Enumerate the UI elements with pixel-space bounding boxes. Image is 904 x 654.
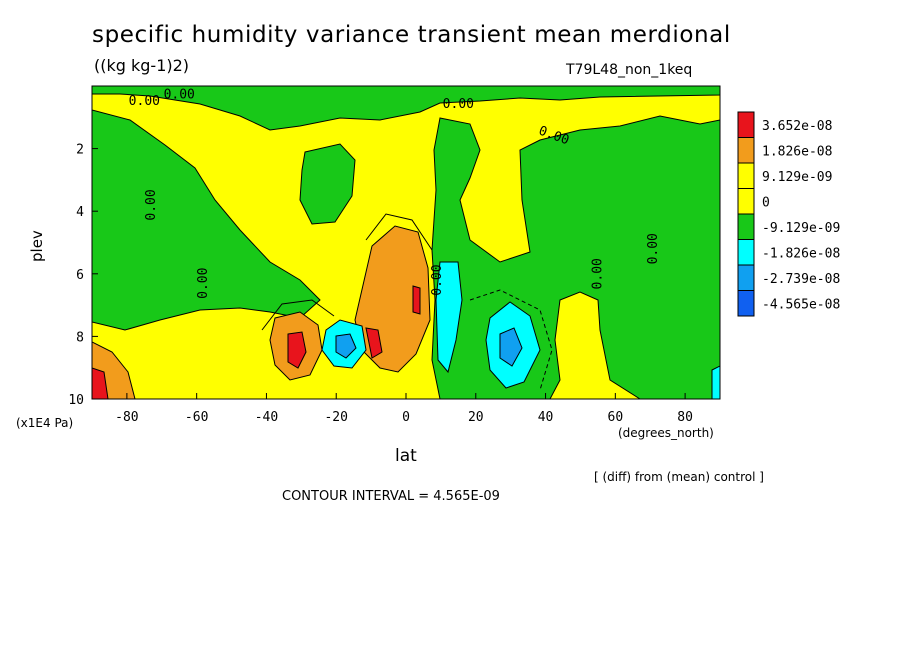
legend-label: -1.826e-08 bbox=[762, 246, 840, 261]
contour-label: 0.00 bbox=[196, 268, 211, 299]
y-axis-units: (x1E4 Pa) bbox=[16, 416, 74, 430]
contour-label: 0.00 bbox=[144, 189, 159, 220]
field-blue-sh bbox=[335, 333, 357, 359]
field-green-top bbox=[92, 86, 720, 131]
x-tick-label: 40 bbox=[538, 410, 554, 425]
x-tick-label: -60 bbox=[185, 410, 208, 425]
x-tick-label: -40 bbox=[255, 410, 278, 425]
contour-line-2 bbox=[469, 289, 553, 391]
field-cyan-right bbox=[711, 365, 720, 399]
field-red-eq2 bbox=[412, 285, 421, 315]
legend-swatch bbox=[737, 188, 755, 215]
run-label: T79L48_non_1keq bbox=[566, 62, 693, 78]
contour-interval: CONTOUR INTERVAL = 4.565E-09 bbox=[282, 489, 500, 504]
field-cyan-nh bbox=[435, 261, 463, 374]
legend-label: 0 bbox=[762, 195, 770, 210]
legend-swatch bbox=[737, 213, 755, 240]
x-tick-label: 20 bbox=[468, 410, 484, 425]
x-tick-label: 0 bbox=[402, 410, 410, 425]
x-tick-label: 80 bbox=[677, 410, 693, 425]
legend-swatch bbox=[737, 162, 755, 189]
contour-label: 0.00 bbox=[129, 94, 160, 109]
x-axis-units: (degrees_north) bbox=[618, 426, 714, 440]
contour-label: 0.00 bbox=[430, 264, 445, 295]
y-tick-label: 8 bbox=[76, 330, 84, 345]
contour-label: 0.00 bbox=[443, 97, 474, 112]
units-label: ((kg kg-1)2) bbox=[94, 56, 190, 75]
x-tick-label: -80 bbox=[115, 410, 138, 425]
contour-line-1 bbox=[365, 213, 433, 251]
field-blue-nh30 bbox=[499, 327, 523, 367]
y-tick-label: 2 bbox=[76, 143, 84, 158]
x-axis: -80 -60 -40 -20 0 20 40 60 80 bbox=[115, 393, 693, 425]
legend: 3.652e-08 1.826e-08 9.129e-09 0 -9.129e-09 -1… bbox=[737, 111, 840, 317]
diff-note: [ (diff) from (mean) control ] bbox=[594, 470, 764, 484]
field-red-sh bbox=[287, 331, 307, 369]
legend-swatch bbox=[737, 111, 755, 138]
legend-label: 1.826e-08 bbox=[762, 144, 832, 159]
x-tick-label: -20 bbox=[324, 410, 347, 425]
x-axis-label: lat bbox=[395, 446, 417, 466]
legend-label: 3.652e-08 bbox=[762, 119, 832, 134]
contour-label: 0.00 bbox=[164, 88, 195, 103]
legend-label: -9.129e-09 bbox=[762, 221, 840, 236]
field-red-eq bbox=[365, 327, 383, 359]
contour-line-3 bbox=[261, 299, 335, 331]
y-axis-label: plev bbox=[28, 230, 46, 262]
legend-swatch bbox=[737, 264, 755, 291]
legend-label: -2.739e-08 bbox=[762, 272, 840, 287]
y-tick-label: 10 bbox=[68, 393, 84, 408]
y-axis: 2 4 6 8 10 bbox=[68, 143, 98, 408]
chart-title: specific humidity variance transient mea… bbox=[92, 22, 731, 48]
field-green-blob bbox=[299, 143, 356, 225]
y-tick-label: 4 bbox=[76, 205, 84, 220]
legend-label: -4.565e-08 bbox=[762, 297, 840, 312]
x-tick-label: 60 bbox=[608, 410, 624, 425]
legend-label: 9.129e-09 bbox=[762, 170, 832, 185]
field-green-left bbox=[92, 109, 321, 331]
y-tick-label: 6 bbox=[76, 268, 84, 283]
contour-label: 0.00 bbox=[590, 258, 605, 289]
legend-swatch bbox=[737, 290, 755, 317]
legend-swatch bbox=[737, 137, 755, 164]
legend-swatch bbox=[737, 239, 755, 266]
contour-label: 0.00 bbox=[646, 233, 661, 264]
field-red-left bbox=[92, 367, 109, 399]
filled-contours bbox=[92, 86, 720, 399]
